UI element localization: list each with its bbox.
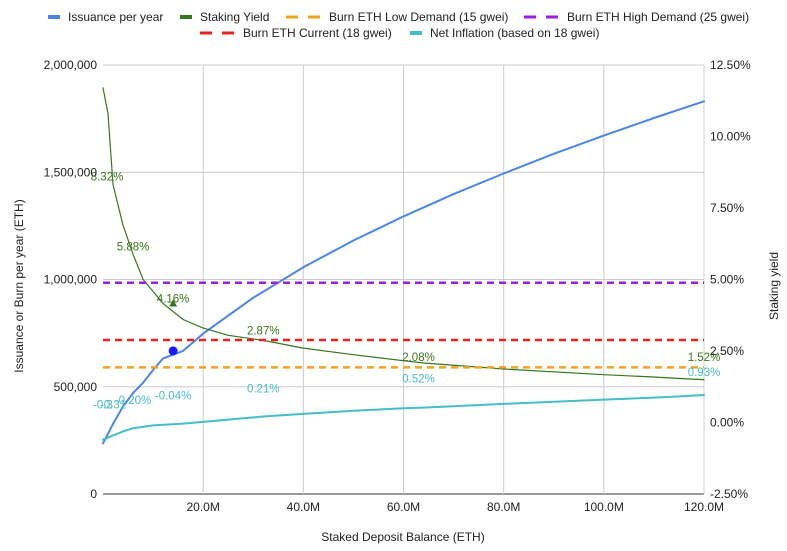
marker-layer	[168, 299, 178, 356]
y2-tick-label: -2.50%	[710, 487, 748, 501]
series-line-issuance-per-year	[102, 100, 705, 445]
data-label: -0.04%	[155, 391, 191, 403]
legend-item: Burn ETH Low Demand (15 gwei)	[286, 10, 508, 24]
series-line-net-inflation-based-on-18-gwei	[102, 394, 705, 441]
data-label: 2.08%	[402, 352, 435, 364]
y-tick-label: 0	[90, 487, 97, 501]
data-label: 2.87%	[247, 325, 280, 337]
data-label: 0.21%	[247, 383, 280, 395]
x-tick-label: 60.0M	[387, 500, 420, 514]
legend-label: Burn ETH Current (18 gwei)	[243, 26, 392, 40]
y2-tick-label: 0.00%	[710, 416, 744, 430]
legend-label: Staking Yield	[200, 10, 269, 24]
legend-label: Net Inflation (based on 18 gwei)	[430, 26, 599, 40]
data-label: 0.52%	[402, 374, 435, 386]
highlight-point-marker	[169, 299, 178, 307]
data-label: 8.32%	[91, 172, 124, 184]
legend-item: Staking Yield	[180, 10, 269, 24]
y-tick-label: 1,500,000	[44, 165, 98, 179]
x-tick-label: 100.0M	[584, 500, 624, 514]
x-tick-label: 120.0M	[684, 500, 724, 514]
legend-item: Issuance per year	[48, 10, 163, 24]
y-tick-label: 1,000,000	[44, 273, 98, 287]
legend-item: Burn ETH High Demand (25 gwei)	[524, 10, 749, 24]
y-tick-label: 500,000	[54, 380, 98, 394]
y2-tick-label: 10.00%	[710, 130, 751, 144]
data-label: 1.52%	[688, 352, 721, 364]
x-tick-label: 20.0M	[186, 500, 219, 514]
data-label: -0.20%	[115, 395, 151, 407]
data-label: 4.16%	[157, 294, 190, 306]
y-tick-label: 2,000,000	[44, 58, 98, 72]
gridlines	[103, 64, 705, 495]
series-line-staking-yield	[102, 87, 705, 381]
y-axis-title: Issuance or Burn per year (ETH)	[12, 199, 26, 372]
data-labels: 8.32%5.88%4.16%2.87%2.08% 1.52%-0.3-0.31-…	[91, 172, 721, 412]
x-axis-title: Staked Deposit Balance (ETH)	[321, 530, 484, 544]
legend-label: Burn ETH Low Demand (15 gwei)	[329, 10, 508, 24]
y2-axis-title: Staking yield	[767, 252, 781, 320]
axis-ticks: 0 500,000 1,000,000 1,500,000 2,000,000 -2.50…	[44, 58, 751, 514]
data-label: 0.93%	[688, 367, 721, 379]
highlight-point-marker	[168, 346, 178, 356]
data-label: -0.3	[93, 399, 113, 411]
data-label: 5.88%	[117, 241, 150, 253]
y2-tick-label: 7.50%	[710, 201, 744, 215]
series-layer	[102, 87, 705, 445]
legend-item: Burn ETH Current (18 gwei)	[200, 26, 392, 40]
legend-label: Burn ETH High Demand (25 gwei)	[567, 10, 749, 24]
legend-label: Issuance per year	[68, 10, 163, 24]
x-tick-label: 40.0M	[287, 500, 320, 514]
y2-tick-label: 2.50%	[710, 344, 744, 358]
y2-tick-label: 12.50%	[710, 58, 751, 72]
x-tick-label: 80.0M	[487, 500, 520, 514]
data-label: -0.31	[100, 399, 126, 411]
legend-item: Net Inflation (based on 18 gwei)	[410, 26, 599, 40]
legend: Issuance per year Staking Yield Burn ETH L…	[48, 10, 749, 40]
y2-tick-label: 5.00%	[710, 273, 744, 287]
